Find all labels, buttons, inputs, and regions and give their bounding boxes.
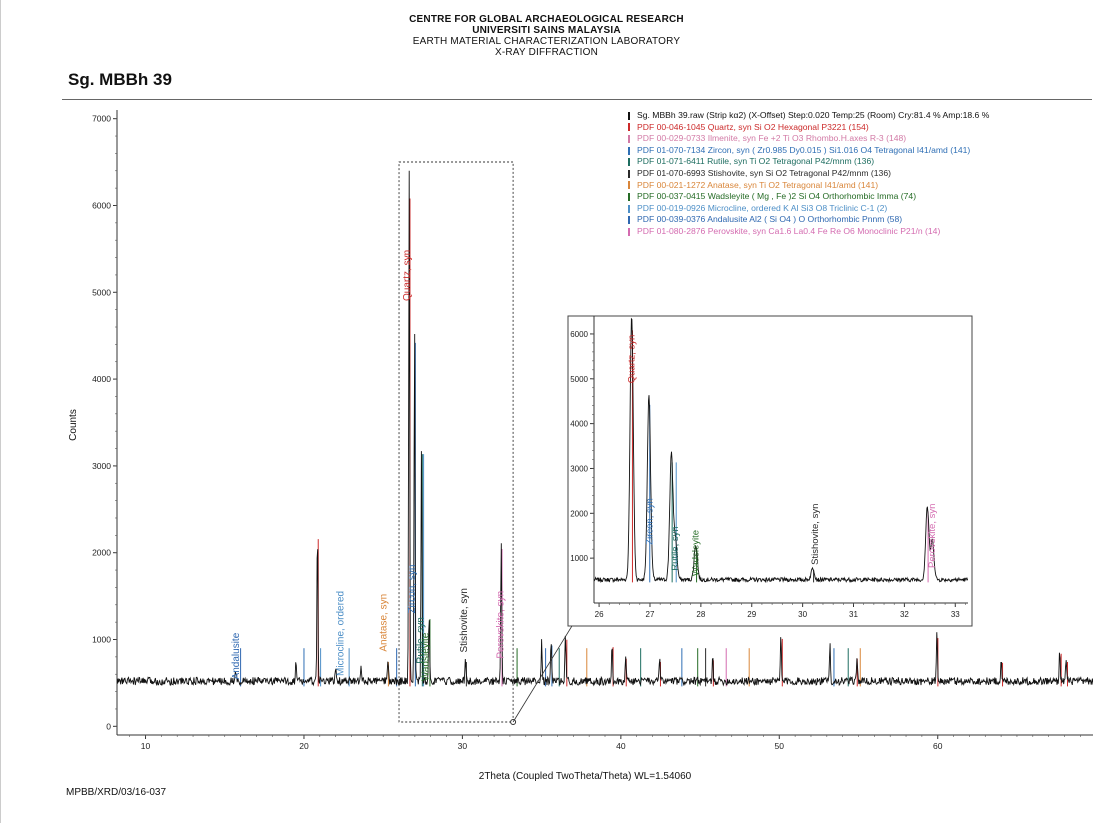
peak-label-zircon: Zircon, syn <box>407 565 418 614</box>
legend-swatch <box>628 111 630 120</box>
inset-x-tick-label: 32 <box>900 610 909 619</box>
report-code: MPBB/XRD/03/16-037 <box>66 787 167 798</box>
inset-x-tick-label: 26 <box>595 610 604 619</box>
legend-swatch <box>628 158 630 167</box>
zoom-connector <box>512 620 576 723</box>
legend-swatch <box>628 216 630 225</box>
main-plot: 0 1000 2000 3000 4000 5000 6000 7000 10 20 30 40 50 6… <box>68 110 1093 782</box>
legend-entry: Sg. MBBh 39.raw (Strip kα2) (X-Offset) S… <box>628 110 989 122</box>
main-x-tick-label: 20 <box>299 741 309 751</box>
main-x-tick-label: 40 <box>616 741 626 751</box>
main-x-tick-label: 30 <box>458 741 468 751</box>
inset-plot: 1000 2000 3000 4000 5000 6000 26 27 28 29 30 31 32 33… <box>567 315 973 627</box>
peak-label-stishovite: Stishovite, syn <box>810 504 821 565</box>
peak-label-quartz: Quartz, syn <box>627 335 638 384</box>
legend-entry: PDF 00-021-1272 Anatase, syn Ti O2 Tetra… <box>628 180 989 192</box>
inset-raw-pattern <box>594 317 968 584</box>
legend-entry: PDF 00-046-1045 Quartz, syn Si O2 Hexago… <box>628 122 989 134</box>
main-x-tick-label: 60 <box>933 741 943 751</box>
peak-label-andalusite: Andalusite <box>231 632 242 679</box>
header-university: UNIVERSITI SAINS MALAYSIA <box>472 25 621 36</box>
legend-entry: PDF 00-039-0376 Andalusite Al2 ( Si O4 )… <box>628 214 989 226</box>
inset-x-tick-label: 31 <box>849 610 858 619</box>
y-axis-title: Counts <box>68 409 79 441</box>
legend-swatch <box>628 192 630 201</box>
legend-swatch <box>628 204 630 213</box>
legend-swatch <box>628 181 630 190</box>
header-lab: EARTH MATERIAL CHARACTERIZATION LABORATO… <box>412 36 681 47</box>
main-y-tick-label: 6000 <box>92 200 111 210</box>
inset-y-tick-label: 5000 <box>570 375 588 384</box>
inset-y-tick-label: 1000 <box>570 554 588 563</box>
main-y-tick-label: 4000 <box>92 374 111 384</box>
inset-y-tick-label: 3000 <box>570 464 588 473</box>
peak-label-rutile: Rutile, syn <box>670 526 681 570</box>
legend-label: PDF 01-071-6411 Rutile, syn Ti O2 Tetrag… <box>637 156 875 167</box>
legend-label: PDF 00-021-1272 Anatase, syn Ti O2 Tetra… <box>637 179 879 190</box>
inset-x-tick-label: 27 <box>646 610 655 619</box>
inset-x-tick-label: 29 <box>747 610 756 619</box>
report-header: CENTRE FOR GLOBAL ARCHAEOLOGICAL RESEARC… <box>0 14 1093 58</box>
title-rule <box>62 99 1092 100</box>
main-y-tick-label: 2000 <box>92 548 111 558</box>
inset-x-tick-label: 28 <box>696 610 705 619</box>
main-y-tick-label: 1000 <box>92 635 111 645</box>
legend-entry: PDF 01-080-2876 Perovskite, syn Ca1.6 La… <box>628 226 989 238</box>
inset-y-tick-label: 2000 <box>570 509 588 518</box>
peak-label-quartz: Quartz, syn <box>402 250 413 301</box>
inset-x-tick-label: 30 <box>798 610 807 619</box>
peak-label-zircon: Zircon, syn <box>645 498 656 544</box>
legend-label: PDF 01-070-7134 Zircon, syn ( Zr0.985 Dy… <box>637 144 971 155</box>
legend-swatch <box>628 123 630 132</box>
phase-legend: Sg. MBBh 39.raw (Strip kα2) (X-Offset) S… <box>628 110 989 238</box>
header-method: X-RAY DIFFRACTION <box>494 47 599 58</box>
legend-entry: PDF 00-019-0926 Microcline, ordered K Al… <box>628 203 989 215</box>
legend-swatch <box>628 146 630 155</box>
main-plot-area <box>117 170 1093 687</box>
legend-entry: PDF 01-070-7134 Zircon, syn ( Zr0.985 Dy… <box>628 145 989 157</box>
peak-label-perovskite: Perovskite, syn <box>496 591 507 659</box>
x-axis-title: 2Theta (Coupled TwoTheta/Theta) WL=1.540… <box>479 771 692 782</box>
peak-label-wadsleyite: Wadsleyite <box>690 530 701 576</box>
legend-label: Sg. MBBh 39.raw (Strip kα2) (X-Offset) S… <box>637 110 990 120</box>
peak-label-anatase: Anatase, syn <box>378 594 389 652</box>
legend-entry: PDF 00-029-0733 Ilmenite, syn Fe +2 Ti O… <box>628 133 989 145</box>
inset-y-tick-label: 6000 <box>570 330 588 339</box>
legend-swatch <box>628 134 630 143</box>
main-x-tick-label: 50 <box>775 741 785 751</box>
legend-label: PDF 00-046-1045 Quartz, syn Si O2 Hexago… <box>637 121 869 132</box>
legend-entry: PDF 01-070-6993 Stishovite, syn Si O2 Te… <box>628 168 989 180</box>
main-y-tick-label: 3000 <box>92 461 111 471</box>
peak-label-stishovite: Stishovite, syn <box>459 588 470 652</box>
inset-plot-area <box>594 317 968 584</box>
sample-title: Sg. MBBh 39 <box>68 70 172 89</box>
peak-label-microcline: Microcline, ordered <box>336 591 347 676</box>
inset-x-tick-label: 33 <box>951 610 960 619</box>
legend-swatch <box>628 169 630 178</box>
main-raw-pattern <box>117 170 1093 687</box>
legend-label: PDF 00-039-0376 Andalusite Al2 ( Si O4 )… <box>637 214 903 225</box>
main-y-tick-label: 0 <box>106 721 111 731</box>
page-edge <box>0 0 1 823</box>
legend-label: PDF 00-037-0415 Wadsleyite ( Mg , Fe )2 … <box>637 191 917 202</box>
zoom-region-box <box>398 161 514 723</box>
main-x-tick-label: 10 <box>141 741 151 751</box>
legend-label: PDF 01-080-2876 Perovskite, syn Ca1.6 La… <box>637 225 941 236</box>
inset-y-tick-label: 4000 <box>570 420 588 429</box>
legend-entry: PDF 00-037-0415 Wadsleyite ( Mg , Fe )2 … <box>628 191 989 203</box>
peak-label-wadsleyite: Wadsleyite <box>420 632 431 681</box>
main-y-tick-label: 7000 <box>92 114 111 124</box>
header-centre: CENTRE FOR GLOBAL ARCHAEOLOGICAL RESEARC… <box>409 14 684 25</box>
legend-label: PDF 01-070-6993 Stishovite, syn Si O2 Te… <box>637 167 891 178</box>
legend-entry: PDF 01-071-6411 Rutile, syn Ti O2 Tetrag… <box>628 156 989 168</box>
main-y-tick-label: 5000 <box>92 287 111 297</box>
legend-label: PDF 00-029-0733 Ilmenite, syn Fe +2 Ti O… <box>637 133 907 144</box>
inset-frame <box>567 315 973 627</box>
peak-label-rutile: Rutile, syn <box>416 617 427 664</box>
legend-swatch <box>628 227 630 236</box>
legend-label: PDF 00-019-0926 Microcline, ordered K Al… <box>637 202 888 213</box>
peak-label-perovskite: Perovskite, syn <box>927 504 938 568</box>
